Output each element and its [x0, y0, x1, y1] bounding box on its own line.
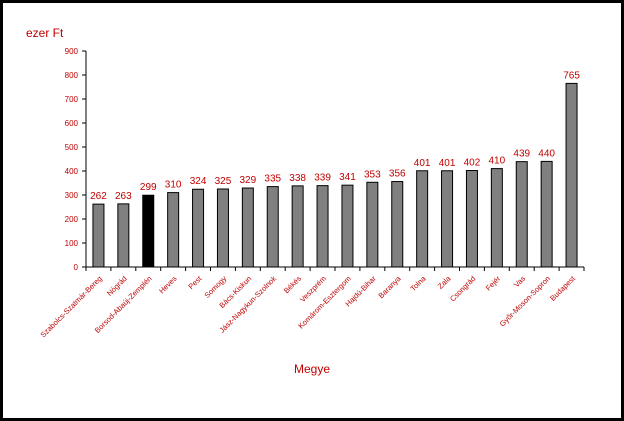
bar: [341, 184, 354, 268]
y-axis-title: ezer Ft: [26, 26, 64, 40]
category-label: Baranya: [377, 273, 404, 300]
bar-value-label: 356: [389, 169, 406, 180]
bar-value-label: 353: [364, 169, 381, 180]
bar-value-label: 338: [289, 173, 306, 184]
bar: [391, 181, 404, 268]
bar-value-label: 401: [414, 158, 431, 169]
bar-value-label: 325: [215, 176, 232, 187]
bar: [366, 181, 379, 268]
bar: [465, 170, 478, 268]
bar: [216, 188, 229, 268]
y-tick-label: 200: [65, 215, 79, 224]
y-tick-label: 800: [65, 71, 79, 80]
bar: [515, 161, 528, 268]
bar-value-label: 440: [538, 148, 555, 159]
bar-value-label: 262: [90, 191, 107, 202]
y-tick-label: 100: [65, 239, 79, 248]
category-label: Budapest: [548, 273, 577, 302]
bar: [266, 186, 279, 268]
category-label: Békés: [282, 274, 303, 295]
bar-value-label: 324: [190, 176, 207, 187]
bar-value-label: 401: [439, 158, 456, 169]
bar: [565, 82, 578, 268]
bar: [490, 168, 503, 268]
y-tick-label: 300: [65, 191, 79, 200]
bar: [142, 194, 155, 268]
bar: [441, 170, 454, 268]
bar-value-label: 765: [563, 70, 580, 81]
y-tick-label: 400: [65, 167, 79, 176]
category-label: Csongrád: [448, 274, 477, 303]
category-label: Zala: [436, 273, 453, 290]
bar: [416, 170, 429, 268]
bar-value-label: 341: [339, 172, 356, 183]
x-axis-title: Megye: [293, 362, 331, 376]
y-tick-label: 500: [65, 143, 79, 152]
bar-value-label: 299: [140, 182, 157, 193]
bar-value-label: 263: [115, 191, 132, 202]
bar-value-label: 310: [165, 180, 182, 191]
y-tick-label: 700: [65, 95, 79, 104]
y-tick-label: 600: [65, 119, 79, 128]
bar-value-label: 439: [513, 149, 530, 160]
category-label: Nógrád: [105, 274, 129, 298]
bar-value-label: 410: [489, 156, 506, 167]
y-tick-label: 0: [74, 263, 79, 272]
category-label: Vas: [512, 274, 527, 289]
bar: [92, 203, 105, 268]
bar-value-label: 339: [314, 173, 331, 184]
y-tick-label: 900: [65, 47, 79, 56]
category-label: Fejér: [484, 274, 503, 293]
bar: [192, 188, 205, 268]
bar: [167, 192, 180, 268]
bar: [316, 185, 329, 268]
bar: [241, 187, 254, 268]
bar: [291, 185, 304, 268]
category-label: Pest: [186, 273, 204, 291]
bar-value-label: 402: [464, 158, 481, 169]
bar-value-label: 335: [264, 174, 281, 185]
bar: [117, 203, 130, 268]
category-label: Heves: [157, 274, 179, 296]
category-label: Tolna: [409, 273, 429, 293]
bar-value-label: 329: [240, 175, 257, 186]
bar: [540, 160, 553, 268]
